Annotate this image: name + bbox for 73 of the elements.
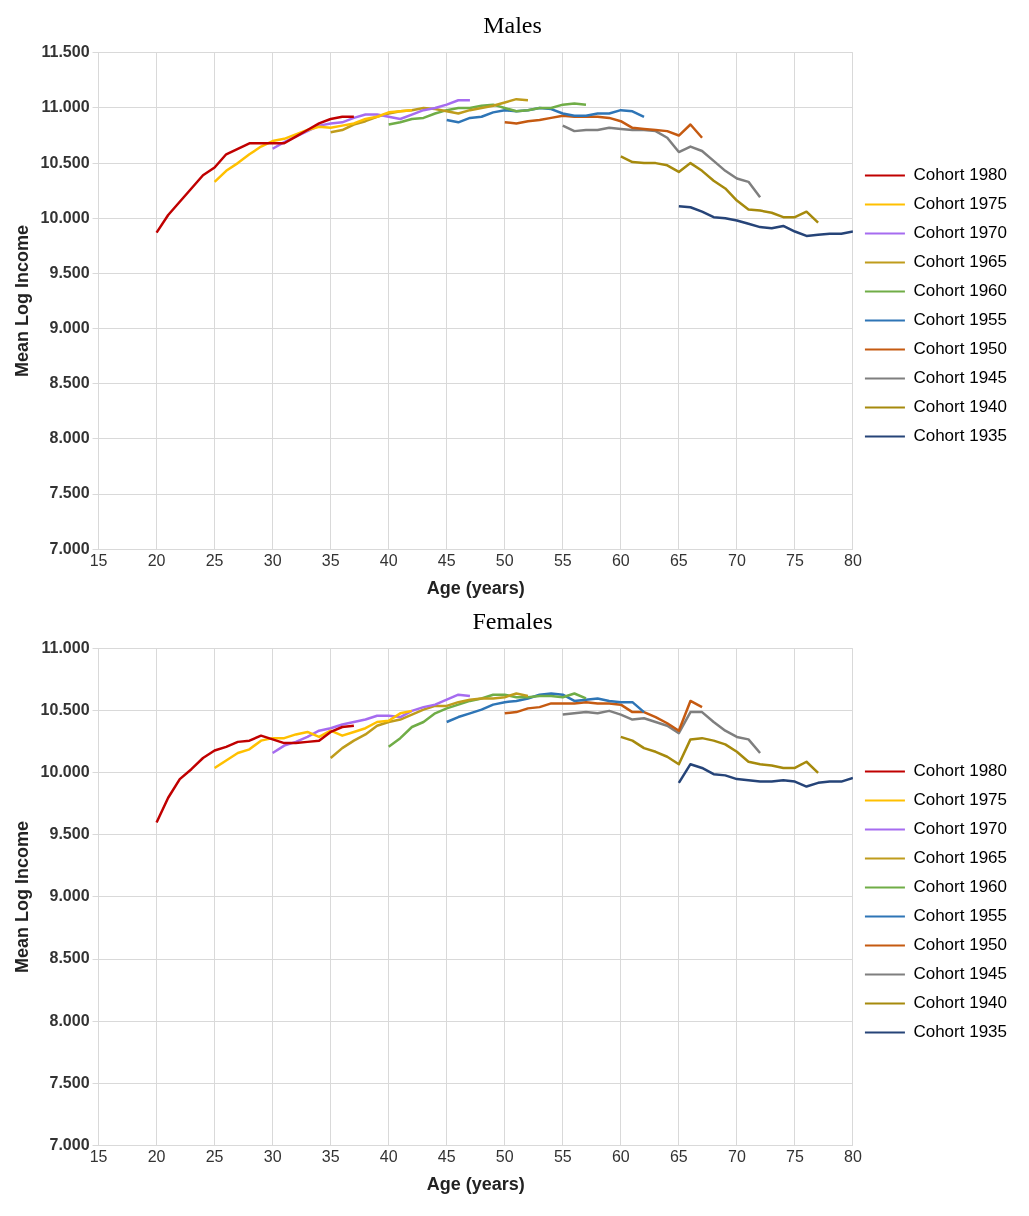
y-tick-label: 10.500	[40, 701, 90, 719]
legend-label: Cohort 1975	[913, 790, 1008, 810]
y-tick-label: 8.500	[49, 374, 90, 392]
legend-label: Cohort 1955	[913, 906, 1008, 926]
x-tick-label: 20	[147, 1148, 166, 1166]
x-tick-label: 55	[553, 552, 572, 570]
x-tick-label: 15	[89, 1148, 108, 1166]
y-tick-label: 9.500	[49, 825, 90, 843]
x-tick-label: 45	[437, 1148, 456, 1166]
x-tick-label: 35	[321, 1148, 340, 1166]
x-tick-label: 80	[844, 1148, 862, 1166]
legend-label: Cohort 1975	[913, 194, 1008, 214]
x-tick-label: 70	[727, 552, 746, 570]
legend-label: Cohort 1940	[913, 993, 1008, 1013]
legend-label: Cohort 1950	[913, 339, 1008, 359]
x-tick-label: 65	[669, 1148, 688, 1166]
x-tick-label: 60	[611, 1148, 630, 1166]
x-tick-label: 15	[89, 552, 108, 570]
y-tick-label: 7.500	[49, 484, 90, 502]
y-axis-title: Mean Log Income	[11, 224, 32, 378]
x-tick-label: 80	[844, 552, 862, 570]
legend-label: Cohort 1965	[913, 252, 1008, 272]
y-tick-label: 9.000	[49, 887, 90, 905]
legend-label: Cohort 1980	[913, 165, 1008, 185]
y-tick-label: 8.000	[49, 429, 90, 447]
legend-label: Cohort 1970	[913, 223, 1008, 243]
x-tick-label: 45	[437, 552, 456, 570]
y-tick-label: 7.000	[49, 539, 90, 557]
y-tick-label: 8.000	[49, 1011, 90, 1029]
y-tick-label: 7.500	[49, 1073, 90, 1091]
x-tick-label: 50	[495, 552, 514, 570]
legend-label: Cohort 1955	[913, 310, 1008, 330]
y-tick-label: 11.500	[41, 43, 90, 61]
y-tick-label: 9.500	[49, 263, 90, 281]
legend-label: Cohort 1935	[913, 1022, 1008, 1042]
legend-label: Cohort 1970	[913, 819, 1008, 839]
legend-label: Cohort 1980	[913, 761, 1008, 781]
y-tick-label: 10.500	[40, 153, 90, 171]
x-tick-label: 20	[147, 552, 166, 570]
legend-label: Cohort 1960	[913, 877, 1008, 897]
legend-label: Cohort 1960	[913, 281, 1008, 301]
y-tick-label: 7.000	[49, 1135, 90, 1153]
x-tick-label: 35	[321, 552, 340, 570]
x-tick-label: 25	[205, 1148, 224, 1166]
x-tick-label: 75	[786, 1148, 804, 1166]
y-tick-label: 11.000	[41, 98, 90, 116]
x-axis-title: Age (years)	[426, 578, 525, 599]
x-tick-label: 70	[727, 1148, 746, 1166]
x-tick-label: 60	[611, 552, 630, 570]
legend-label: Cohort 1940	[913, 397, 1008, 417]
y-tick-label: 11.000	[41, 639, 90, 657]
chart-title: Males	[483, 11, 542, 38]
x-tick-label: 50	[495, 1148, 514, 1166]
x-tick-label: 40	[379, 552, 398, 570]
legend-label: Cohort 1935	[913, 426, 1008, 446]
x-tick-label: 75	[786, 552, 804, 570]
x-tick-label: 65	[669, 552, 688, 570]
x-tick-label: 40	[379, 1148, 398, 1166]
y-axis-title: Mean Log Income	[11, 820, 32, 974]
y-tick-label: 8.500	[49, 949, 90, 967]
legend-label: Cohort 1950	[913, 935, 1008, 955]
y-tick-label: 9.000	[49, 318, 90, 336]
y-tick-label: 10.000	[40, 763, 90, 781]
x-tick-label: 55	[553, 1148, 572, 1166]
x-tick-label: 25	[205, 552, 224, 570]
x-axis-title: Age (years)	[426, 1174, 525, 1195]
y-tick-label: 10.000	[40, 208, 90, 226]
chart-title: Females	[472, 607, 553, 634]
legend-label: Cohort 1945	[913, 964, 1008, 984]
legend-label: Cohort 1945	[913, 368, 1008, 388]
legend-label: Cohort 1965	[913, 848, 1008, 868]
x-tick-label: 30	[263, 1148, 282, 1166]
x-tick-label: 30	[263, 552, 282, 570]
